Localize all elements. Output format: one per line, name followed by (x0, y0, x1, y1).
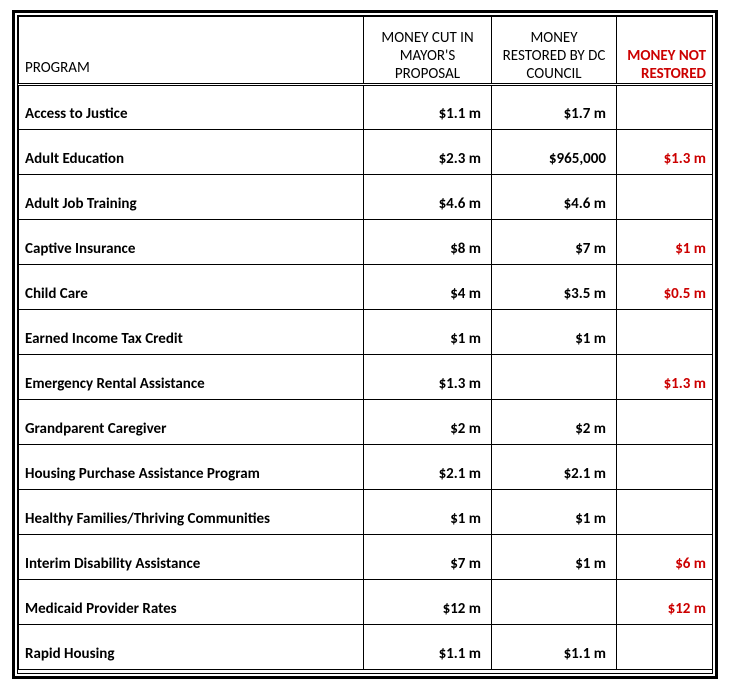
table-row: Medicaid Provider Rates $12 m $12 m (19, 580, 714, 625)
cell-program: Medicaid Provider Rates (19, 580, 364, 625)
cell-program: Access to Justice (19, 85, 364, 130)
cell-program: Adult Education (19, 130, 364, 175)
cell-program: Captive Insurance (19, 220, 364, 265)
cell-program: Earned Income Tax Credit (19, 310, 364, 355)
cell-restored: $1.7 m (492, 85, 617, 130)
header-row: PROGRAM MONEY CUT IN MAYOR'S PROPOSAL MO… (19, 17, 714, 85)
cell-program: Housing Purchase Assistance Program (19, 445, 364, 490)
table-row: Rapid Housing $1.1 m $1.1 m (19, 625, 714, 670)
cell-cut: $2 m (364, 400, 492, 445)
cell-restored: $2 m (492, 400, 617, 445)
cell-not-restored: $12 m (617, 580, 714, 625)
cell-restored: $4.6 m (492, 175, 617, 220)
cell-not-restored (617, 625, 714, 670)
cell-not-restored: $6 m (617, 535, 714, 580)
table-outer-border: PROGRAM MONEY CUT IN MAYOR'S PROPOSAL MO… (12, 10, 718, 679)
header-restored: MONEY RESTORED BY DC COUNCIL (492, 17, 617, 85)
table-row: Access to Justice $1.1 m $1.7 m (19, 85, 714, 130)
cell-restored: $3.5 m (492, 265, 617, 310)
cell-not-restored: $1 m (617, 220, 714, 265)
cell-program: Healthy Families/Thriving Communities (19, 490, 364, 535)
cell-program: Emergency Rental Assistance (19, 355, 364, 400)
cell-not-restored (617, 85, 714, 130)
table-row: Emergency Rental Assistance $1.3 m $1.3 … (19, 355, 714, 400)
cell-not-restored: $1.3 m (617, 355, 714, 400)
table-row: Adult Education $2.3 m $965,000 $1.3 m (19, 130, 714, 175)
table-row: Earned Income Tax Credit $1 m $1 m (19, 310, 714, 355)
cell-cut: $1.1 m (364, 85, 492, 130)
cell-restored: $965,000 (492, 130, 617, 175)
table-row: Captive Insurance $8 m $7 m $1 m (19, 220, 714, 265)
cell-program: Interim Disability Assistance (19, 535, 364, 580)
cell-program: Rapid Housing (19, 625, 364, 670)
table-row: Housing Purchase Assistance Program $2.1… (19, 445, 714, 490)
cell-not-restored (617, 175, 714, 220)
cell-cut: $1.1 m (364, 625, 492, 670)
table-row: Adult Job Training $4.6 m $4.6 m (19, 175, 714, 220)
cell-restored: $1.1 m (492, 625, 617, 670)
cell-restored: $1 m (492, 310, 617, 355)
header-not-restored: MONEY NOT RESTORED (617, 17, 714, 85)
header-program: PROGRAM (19, 17, 364, 85)
cell-cut: $1.3 m (364, 355, 492, 400)
table-inner-border: PROGRAM MONEY CUT IN MAYOR'S PROPOSAL MO… (17, 15, 713, 674)
cell-program: Child Care (19, 265, 364, 310)
cell-restored (492, 580, 617, 625)
table-row: Grandparent Caregiver $2 m $2 m (19, 400, 714, 445)
cell-restored: $1 m (492, 535, 617, 580)
cell-not-restored (617, 445, 714, 490)
header-cut: MONEY CUT IN MAYOR'S PROPOSAL (364, 17, 492, 85)
cell-not-restored (617, 490, 714, 535)
table-body: Access to Justice $1.1 m $1.7 m Adult Ed… (19, 85, 714, 670)
page-wrapper: PROGRAM MONEY CUT IN MAYOR'S PROPOSAL MO… (0, 0, 730, 689)
cell-cut: $1 m (364, 490, 492, 535)
cell-not-restored (617, 400, 714, 445)
cell-restored: $1 m (492, 490, 617, 535)
table-row: Interim Disability Assistance $7 m $1 m … (19, 535, 714, 580)
cell-cut: $4.6 m (364, 175, 492, 220)
cell-not-restored: $1.3 m (617, 130, 714, 175)
budget-table: PROGRAM MONEY CUT IN MAYOR'S PROPOSAL MO… (18, 16, 713, 670)
cell-cut: $2.3 m (364, 130, 492, 175)
cell-restored: $2.1 m (492, 445, 617, 490)
cell-restored: $7 m (492, 220, 617, 265)
table-row: Child Care $4 m $3.5 m $0.5 m (19, 265, 714, 310)
cell-cut: $2.1 m (364, 445, 492, 490)
cell-cut: $7 m (364, 535, 492, 580)
cell-program: Adult Job Training (19, 175, 364, 220)
cell-not-restored: $0.5 m (617, 265, 714, 310)
cell-cut: $12 m (364, 580, 492, 625)
cell-cut: $1 m (364, 310, 492, 355)
cell-not-restored (617, 310, 714, 355)
table-row: Healthy Families/Thriving Communities $1… (19, 490, 714, 535)
cell-cut: $4 m (364, 265, 492, 310)
cell-restored (492, 355, 617, 400)
cell-program: Grandparent Caregiver (19, 400, 364, 445)
cell-cut: $8 m (364, 220, 492, 265)
